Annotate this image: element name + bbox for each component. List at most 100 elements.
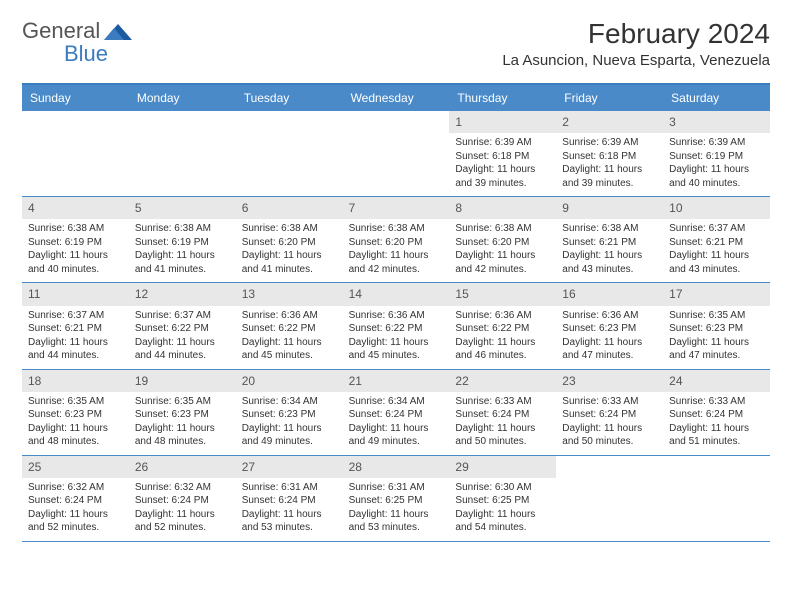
day-cell: 11Sunrise: 6:37 AMSunset: 6:21 PMDayligh… bbox=[22, 283, 129, 368]
day-cell bbox=[663, 456, 770, 541]
day-cell bbox=[22, 111, 129, 196]
daylight-text: Daylight: 11 hours and 47 minutes. bbox=[669, 336, 764, 363]
day-number: 7 bbox=[343, 197, 450, 219]
sunset-text: Sunset: 6:23 PM bbox=[669, 322, 764, 336]
daylight-text: Daylight: 11 hours and 53 minutes. bbox=[242, 508, 337, 535]
day-number: 1 bbox=[449, 111, 556, 133]
sunrise-text: Sunrise: 6:39 AM bbox=[562, 136, 657, 150]
day-number bbox=[663, 456, 770, 478]
weekday-header: Saturday bbox=[663, 85, 770, 111]
daylight-text: Daylight: 11 hours and 39 minutes. bbox=[562, 163, 657, 190]
daylight-text: Daylight: 11 hours and 45 minutes. bbox=[242, 336, 337, 363]
day-cell bbox=[343, 111, 450, 196]
daylight-text: Daylight: 11 hours and 46 minutes. bbox=[455, 336, 550, 363]
week-row: 11 Sunrise: 6:37 AMSunset: 6:21 PM Dayligh… bbox=[22, 283, 770, 369]
day-cell: 26Sunrise: 6:32 AMSunset: 6:24 PMDayligh… bbox=[129, 456, 236, 541]
day-number: 5 bbox=[129, 197, 236, 219]
day-number bbox=[236, 111, 343, 133]
day-number: 18 bbox=[22, 370, 129, 392]
day-cell: 20Sunrise: 6:34 AMSunset: 6:23 PMDayligh… bbox=[236, 370, 343, 455]
sunset-text: Sunset: 6:24 PM bbox=[242, 494, 337, 508]
sunset-text: Sunset: 6:23 PM bbox=[135, 408, 230, 422]
daylight-text: Daylight: 11 hours and 40 minutes. bbox=[669, 163, 764, 190]
day-cell: 19Sunrise: 6:35 AMSunset: 6:23 PMDayligh… bbox=[129, 370, 236, 455]
sunset-text: Sunset: 6:25 PM bbox=[349, 494, 444, 508]
daylight-text: Daylight: 11 hours and 47 minutes. bbox=[562, 336, 657, 363]
day-cell bbox=[129, 111, 236, 196]
sunset-text: Sunset: 6:20 PM bbox=[455, 236, 550, 250]
day-cell: 1 Sunrise: 6:39 AMSunset: 6:18 PMDaylight… bbox=[449, 111, 556, 196]
daylight-text: Daylight: 11 hours and 50 minutes. bbox=[455, 422, 550, 449]
sunrise-text: Sunrise: 6:37 AM bbox=[28, 309, 123, 323]
day-cell: 10Sunrise: 6:37 AMSunset: 6:21 PMDayligh… bbox=[663, 197, 770, 282]
weekday-header: Tuesday bbox=[236, 85, 343, 111]
sunset-text: Sunset: 6:20 PM bbox=[242, 236, 337, 250]
day-cell: 22Sunrise: 6:33 AMSunset: 6:24 PMDayligh… bbox=[449, 370, 556, 455]
daylight-text: Daylight: 11 hours and 54 minutes. bbox=[455, 508, 550, 535]
day-number: 25 bbox=[22, 456, 129, 478]
daylight-text: Daylight: 11 hours and 52 minutes. bbox=[28, 508, 123, 535]
daylight-text: Daylight: 11 hours and 43 minutes. bbox=[562, 249, 657, 276]
daylight-text: Daylight: 11 hours and 39 minutes. bbox=[455, 163, 550, 190]
day-number: 24 bbox=[663, 370, 770, 392]
logo-triangle-icon bbox=[104, 22, 132, 40]
sunrise-text: Sunrise: 6:36 AM bbox=[349, 309, 444, 323]
calendar: SundayMondayTuesdayWednesdayThursdayFrid… bbox=[22, 83, 770, 542]
sunset-text: Sunset: 6:21 PM bbox=[28, 322, 123, 336]
day-number: 14 bbox=[343, 283, 450, 305]
sunrise-text: Sunrise: 6:34 AM bbox=[242, 395, 337, 409]
sunset-text: Sunset: 6:22 PM bbox=[135, 322, 230, 336]
sunrise-text: Sunrise: 6:34 AM bbox=[349, 395, 444, 409]
day-cell: 21Sunrise: 6:34 AMSunset: 6:24 PMDayligh… bbox=[343, 370, 450, 455]
day-number: 10 bbox=[663, 197, 770, 219]
day-number bbox=[556, 456, 663, 478]
day-cell bbox=[236, 111, 343, 196]
day-number: 19 bbox=[129, 370, 236, 392]
day-number: 2 bbox=[556, 111, 663, 133]
sunset-text: Sunset: 6:24 PM bbox=[349, 408, 444, 422]
weekday-header: Thursday bbox=[449, 85, 556, 111]
day-number: 8 bbox=[449, 197, 556, 219]
sunrise-text: Sunrise: 6:36 AM bbox=[242, 309, 337, 323]
sunset-text: Sunset: 6:21 PM bbox=[562, 236, 657, 250]
sunset-text: Sunset: 6:18 PM bbox=[455, 150, 550, 164]
weekday-header: Sunday bbox=[22, 85, 129, 111]
daylight-text: Daylight: 11 hours and 45 minutes. bbox=[349, 336, 444, 363]
sunrise-text: Sunrise: 6:39 AM bbox=[669, 136, 764, 150]
sunset-text: Sunset: 6:22 PM bbox=[349, 322, 444, 336]
sunrise-text: Sunrise: 6:35 AM bbox=[28, 395, 123, 409]
day-number: 11 bbox=[22, 283, 129, 305]
sunset-text: Sunset: 6:20 PM bbox=[349, 236, 444, 250]
day-cell: 23Sunrise: 6:33 AMSunset: 6:24 PMDayligh… bbox=[556, 370, 663, 455]
daylight-text: Daylight: 11 hours and 52 minutes. bbox=[135, 508, 230, 535]
day-cell: 12Sunrise: 6:37 AMSunset: 6:22 PMDayligh… bbox=[129, 283, 236, 368]
day-number bbox=[343, 111, 450, 133]
sunset-text: Sunset: 6:21 PM bbox=[669, 236, 764, 250]
day-cell: 2Sunrise: 6:39 AMSunset: 6:18 PMDaylight… bbox=[556, 111, 663, 196]
day-number: 9 bbox=[556, 197, 663, 219]
day-number: 28 bbox=[343, 456, 450, 478]
day-cell: 17Sunrise: 6:35 AMSunset: 6:23 PMDayligh… bbox=[663, 283, 770, 368]
sunrise-text: Sunrise: 6:39 AM bbox=[455, 136, 550, 150]
day-number: 21 bbox=[343, 370, 450, 392]
sunrise-text: Sunrise: 6:32 AM bbox=[135, 481, 230, 495]
sunrise-text: Sunrise: 6:36 AM bbox=[562, 309, 657, 323]
sunset-text: Sunset: 6:19 PM bbox=[135, 236, 230, 250]
day-number: 29 bbox=[449, 456, 556, 478]
day-cell: 6Sunrise: 6:38 AMSunset: 6:20 PMDaylight… bbox=[236, 197, 343, 282]
sunset-text: Sunset: 6:23 PM bbox=[562, 322, 657, 336]
sunrise-text: Sunrise: 6:31 AM bbox=[242, 481, 337, 495]
weekday-header: Monday bbox=[129, 85, 236, 111]
sunset-text: Sunset: 6:23 PM bbox=[28, 408, 123, 422]
sunset-text: Sunset: 6:22 PM bbox=[455, 322, 550, 336]
day-number: 16 bbox=[556, 283, 663, 305]
day-cell: 16 Sunrise: 6:36 AMSunset: 6:23 PMDayligh… bbox=[556, 283, 663, 368]
sunset-text: Sunset: 6:23 PM bbox=[242, 408, 337, 422]
day-cell: 9Sunrise: 6:38 AMSunset: 6:21 PMDaylight… bbox=[556, 197, 663, 282]
weekday-header: Wednesday bbox=[343, 85, 450, 111]
day-cell: 7Sunrise: 6:38 AMSunset: 6:20 PMDaylight… bbox=[343, 197, 450, 282]
sunset-text: Sunset: 6:19 PM bbox=[669, 150, 764, 164]
daylight-text: Daylight: 11 hours and 41 minutes. bbox=[242, 249, 337, 276]
sunset-text: Sunset: 6:24 PM bbox=[455, 408, 550, 422]
sunrise-text: Sunrise: 6:33 AM bbox=[669, 395, 764, 409]
